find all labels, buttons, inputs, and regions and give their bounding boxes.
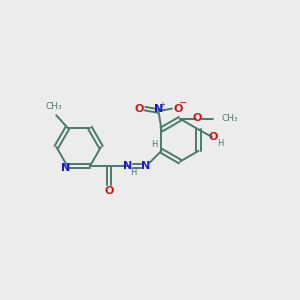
Text: N: N xyxy=(141,161,151,171)
Text: H: H xyxy=(218,139,224,148)
Text: N: N xyxy=(123,161,132,171)
Text: O: O xyxy=(192,113,202,123)
Text: H: H xyxy=(151,140,157,149)
Text: O: O xyxy=(104,186,114,196)
Text: −: − xyxy=(179,98,187,108)
Text: O: O xyxy=(134,104,144,114)
Text: O: O xyxy=(173,104,182,114)
Text: CH₃: CH₃ xyxy=(46,102,62,111)
Text: H: H xyxy=(130,168,136,177)
Text: +: + xyxy=(160,101,166,107)
Text: N: N xyxy=(154,104,163,114)
Text: N: N xyxy=(61,163,71,173)
Text: CH₃: CH₃ xyxy=(222,114,238,123)
Text: O: O xyxy=(209,132,218,142)
